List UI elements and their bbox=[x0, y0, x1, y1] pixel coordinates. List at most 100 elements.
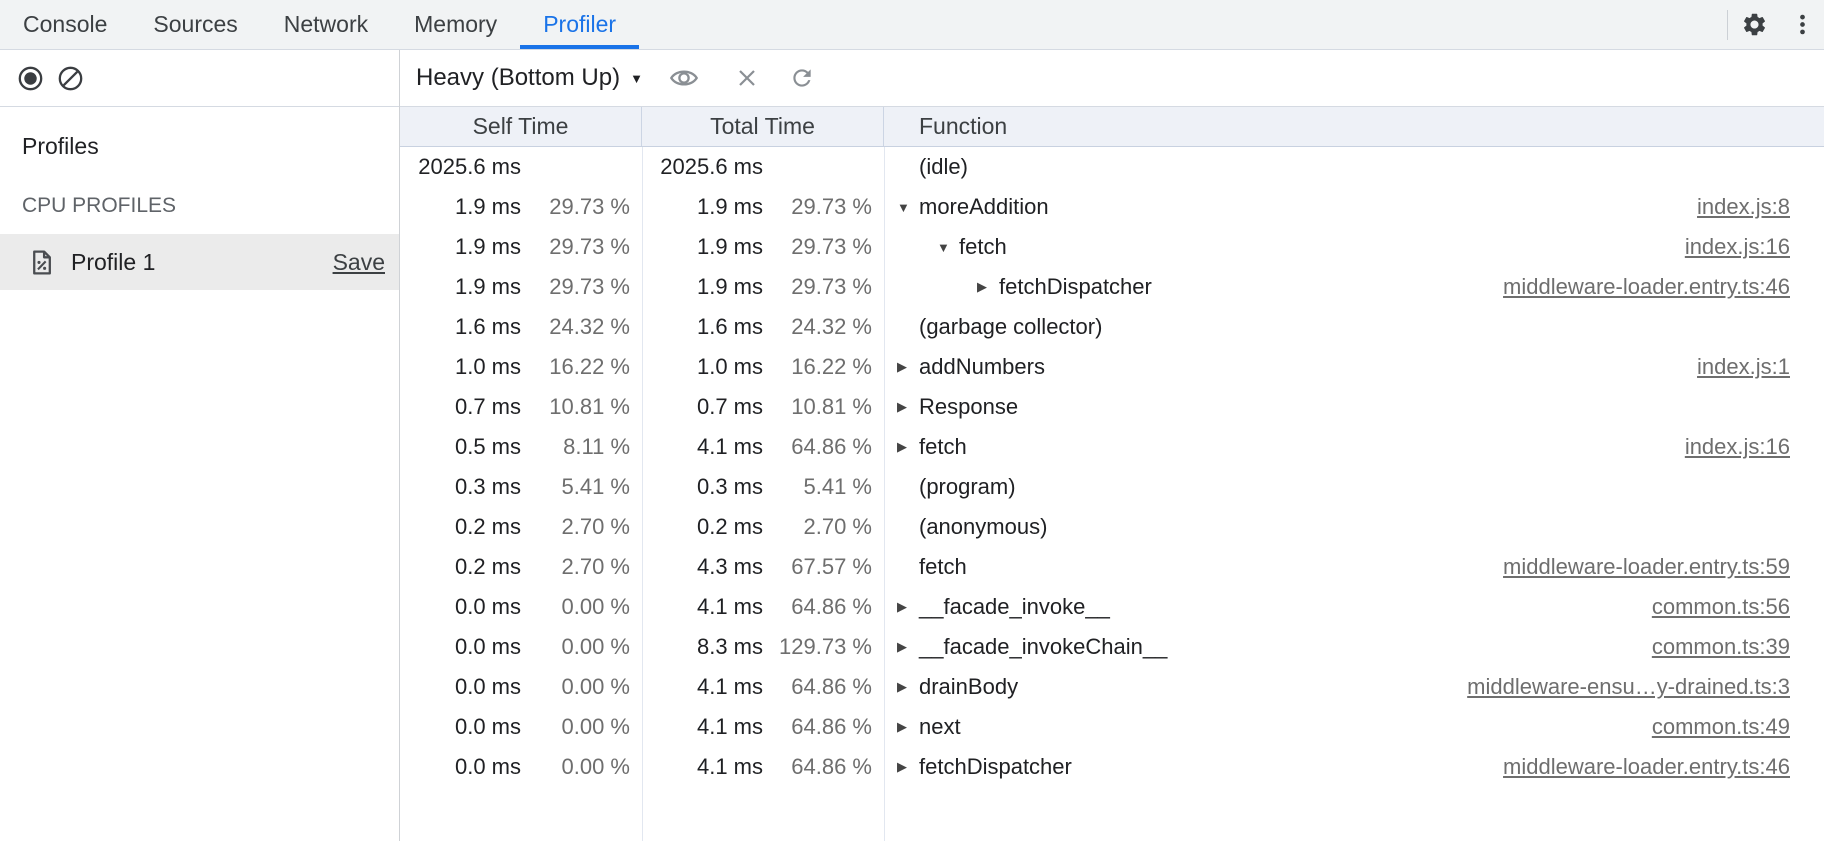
function-cell: ▶ Response bbox=[884, 387, 1824, 427]
devtools-tab-bar: Console Sources Network Memory Profiler bbox=[0, 0, 1824, 50]
total-time-percent: 29.73 % bbox=[791, 194, 872, 219]
self-time-percent: 0.00 % bbox=[561, 594, 631, 619]
self-time-ms: 2025.6 ms bbox=[418, 154, 521, 179]
table-row[interactable]: 0.0 ms 0.00 % 4.1 ms 64.86 % ▶ fetchDisp… bbox=[400, 747, 1824, 787]
tab-console[interactable]: Console bbox=[0, 0, 130, 49]
tab-profiler[interactable]: Profiler bbox=[520, 0, 639, 49]
self-time-ms: 1.9 ms bbox=[454, 274, 521, 299]
table-row[interactable]: 0.2 ms 2.70 % 0.2 ms 2.70 % (anonymous) bbox=[400, 507, 1824, 547]
table-row[interactable]: 0.0 ms 0.00 % 8.3 ms 129.73 % ▶ __facade… bbox=[400, 627, 1824, 667]
table-row[interactable]: 0.5 ms 8.11 % 4.1 ms 64.86 % ▶ fetch ind… bbox=[400, 427, 1824, 467]
table-row[interactable]: 0.3 ms 5.41 % 0.3 ms 5.41 % (program) bbox=[400, 467, 1824, 507]
total-time-percent: 2.70 % bbox=[803, 514, 873, 539]
more-options-button[interactable] bbox=[1780, 0, 1824, 49]
table-row[interactable]: 0.0 ms 0.00 % 4.1 ms 64.86 % ▶ next comm… bbox=[400, 707, 1824, 747]
focus-selected-button[interactable] bbox=[669, 65, 699, 91]
source-location-link[interactable]: index.js:16 bbox=[1684, 234, 1790, 259]
function-name: __facade_invoke__ bbox=[919, 594, 1110, 619]
table-row[interactable]: 0.0 ms 0.00 % 4.1 ms 64.86 % ▶ __facade_… bbox=[400, 587, 1824, 627]
table-row[interactable]: 1.0 ms 16.22 % 1.0 ms 16.22 % ▶ addNumbe… bbox=[400, 347, 1824, 387]
exclude-selected-button[interactable] bbox=[735, 66, 759, 90]
source-location-link[interactable]: index.js:16 bbox=[1684, 434, 1790, 459]
record-profile-button[interactable] bbox=[10, 50, 50, 107]
column-header-function[interactable]: Function bbox=[919, 113, 1008, 139]
table-row[interactable]: 0.7 ms 10.81 % 0.7 ms 10.81 % ▶ Response bbox=[400, 387, 1824, 427]
self-time-cell: 0.0 ms 0.00 % bbox=[400, 587, 642, 627]
table-row[interactable]: 0.2 ms 2.70 % 4.3 ms 67.57 % fetch middl… bbox=[400, 547, 1824, 587]
total-time-cell: 0.7 ms 10.81 % bbox=[642, 387, 884, 427]
self-time-cell: 0.0 ms 0.00 % bbox=[400, 707, 642, 747]
tree-expanded-icon[interactable]: ▼ bbox=[897, 199, 910, 215]
self-time-ms: 1.9 ms bbox=[454, 194, 521, 219]
view-mode-dropdown[interactable]: Heavy (Bottom Up) ▼ bbox=[416, 64, 643, 92]
profile-name: Profile 1 bbox=[71, 248, 156, 275]
total-time-cell: 4.1 ms 64.86 % bbox=[642, 747, 884, 787]
self-time-ms: 1.9 ms bbox=[454, 234, 521, 259]
total-time-percent: 16.22 % bbox=[791, 354, 872, 379]
save-profile-link[interactable]: Save bbox=[332, 248, 385, 275]
gear-icon bbox=[1741, 11, 1768, 38]
source-location-link[interactable]: index.js:8 bbox=[1697, 194, 1790, 219]
total-time-cell: 1.6 ms 24.32 % bbox=[642, 307, 884, 347]
tree-expanded-icon[interactable]: ▼ bbox=[937, 239, 950, 255]
source-location-link[interactable]: middleware-loader.entry.ts:46 bbox=[1503, 274, 1790, 299]
source-location-link[interactable]: common.ts:49 bbox=[1651, 714, 1790, 739]
tree-collapsed-icon[interactable]: ▶ bbox=[897, 639, 907, 654]
self-time-ms: 0.2 ms bbox=[454, 554, 521, 579]
self-time-percent: 29.73 % bbox=[549, 234, 630, 259]
tab-sources[interactable]: Sources bbox=[130, 0, 260, 49]
self-time-ms: 0.5 ms bbox=[454, 434, 521, 459]
tree-collapsed-icon[interactable]: ▶ bbox=[897, 679, 907, 694]
source-location-link[interactable]: middleware-loader.entry.ts:59 bbox=[1503, 554, 1790, 579]
total-time-percent: 129.73 % bbox=[779, 634, 872, 659]
tree-collapsed-icon[interactable]: ▶ bbox=[977, 279, 987, 294]
tab-network[interactable]: Network bbox=[261, 0, 391, 49]
total-time-ms: 4.1 ms bbox=[696, 754, 763, 779]
table-row[interactable]: 0.0 ms 0.00 % 4.1 ms 64.86 % ▶ drainBody… bbox=[400, 667, 1824, 707]
function-cell: fetch middleware-loader.entry.ts:59 bbox=[884, 547, 1824, 587]
self-time-cell: 0.0 ms 0.00 % bbox=[400, 667, 642, 707]
tree-collapsed-icon[interactable]: ▶ bbox=[897, 439, 907, 454]
table-row[interactable]: 1.9 ms 29.73 % 1.9 ms 29.73 % ▼ moreAddi… bbox=[400, 187, 1824, 227]
total-time-ms: 4.3 ms bbox=[696, 554, 763, 579]
self-time-cell: 0.7 ms 10.81 % bbox=[400, 387, 642, 427]
table-row[interactable]: 1.6 ms 24.32 % 1.6 ms 24.32 % (garbage c… bbox=[400, 307, 1824, 347]
self-time-cell: 1.9 ms 29.73 % bbox=[400, 227, 642, 267]
clear-icon bbox=[57, 65, 84, 92]
self-time-percent: 8.11 % bbox=[563, 434, 630, 459]
total-time-ms: 0.7 ms bbox=[696, 394, 763, 419]
profile-list-item[interactable]: Profile 1 Save bbox=[0, 234, 399, 290]
tree-collapsed-icon[interactable]: ▶ bbox=[897, 759, 907, 774]
tree-collapsed-icon[interactable]: ▶ bbox=[897, 599, 907, 614]
source-location-link[interactable]: common.ts:56 bbox=[1651, 594, 1790, 619]
tree-collapsed-icon[interactable]: ▶ bbox=[897, 399, 907, 414]
self-time-ms: 0.7 ms bbox=[454, 394, 521, 419]
tree-collapsed-icon[interactable]: ▶ bbox=[897, 719, 907, 734]
table-row[interactable]: 1.9 ms 29.73 % 1.9 ms 29.73 % ▶ fetchDis… bbox=[400, 267, 1824, 307]
self-time-percent: 0.00 % bbox=[561, 754, 631, 779]
column-header-total-time[interactable]: Total Time bbox=[642, 107, 884, 146]
self-time-cell: 2025.6 ms bbox=[400, 147, 642, 187]
table-row[interactable]: 1.9 ms 29.73 % 1.9 ms 29.73 % ▼ fetch in… bbox=[400, 227, 1824, 267]
settings-button[interactable] bbox=[1728, 0, 1780, 49]
total-time-percent: 64.86 % bbox=[791, 754, 872, 779]
self-time-ms: 1.0 ms bbox=[454, 354, 521, 379]
source-location-link[interactable]: common.ts:39 bbox=[1651, 634, 1790, 659]
table-row[interactable]: 2025.6 ms 2025.6 ms (idle) bbox=[400, 147, 1824, 187]
self-time-percent: 5.41 % bbox=[561, 474, 631, 499]
total-time-percent: 5.41 % bbox=[803, 474, 873, 499]
function-name: fetch bbox=[959, 234, 1007, 259]
clear-profiles-button[interactable] bbox=[50, 50, 90, 107]
total-time-percent: 10.81 % bbox=[791, 394, 872, 419]
source-location-link[interactable]: middleware-loader.entry.ts:46 bbox=[1503, 754, 1790, 779]
total-time-cell: 0.3 ms 5.41 % bbox=[642, 467, 884, 507]
tree-collapsed-icon[interactable]: ▶ bbox=[897, 359, 907, 374]
source-location-link[interactable]: middleware-ensu…y-drained.ts:3 bbox=[1467, 674, 1790, 699]
tab-memory[interactable]: Memory bbox=[391, 0, 520, 49]
function-cell: ▼ moreAddition index.js:8 bbox=[884, 187, 1824, 227]
column-header-self-time[interactable]: Self Time bbox=[400, 107, 642, 146]
source-location-link[interactable]: index.js:1 bbox=[1697, 354, 1790, 379]
restore-all-button[interactable] bbox=[789, 65, 815, 91]
function-name: fetchDispatcher bbox=[999, 274, 1152, 299]
